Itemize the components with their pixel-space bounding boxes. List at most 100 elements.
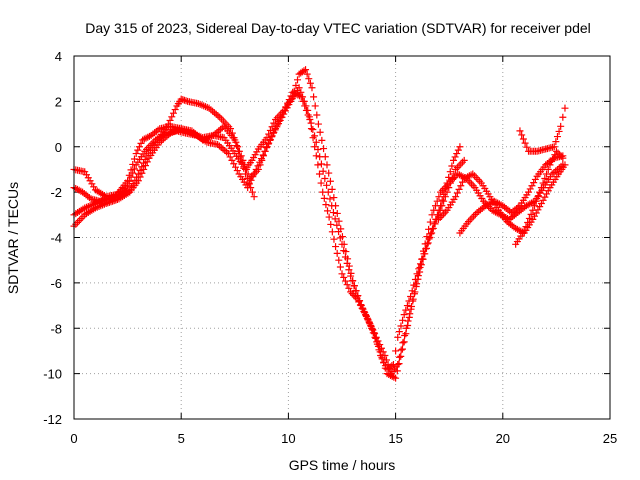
- data-point: [304, 106, 312, 114]
- data-point: [453, 150, 461, 158]
- y-tick-label: 4: [55, 49, 62, 64]
- series-6: [456, 152, 567, 237]
- data-point: [302, 66, 310, 74]
- data-point: [330, 194, 338, 202]
- data-point: [428, 211, 436, 219]
- data-point: [134, 146, 142, 154]
- data-point: [409, 297, 417, 305]
- data-point: [421, 240, 429, 248]
- data-point: [307, 119, 315, 127]
- data-point: [525, 214, 533, 222]
- data-point: [168, 113, 176, 121]
- data-point: [308, 84, 316, 92]
- data-point: [470, 172, 478, 180]
- data-point: [559, 113, 567, 121]
- data-point: [453, 189, 461, 197]
- data-point: [325, 169, 333, 177]
- data-point: [315, 170, 323, 178]
- data-point: [440, 210, 448, 218]
- data-point: [425, 225, 433, 233]
- data-point: [523, 143, 531, 151]
- data-point: [470, 212, 478, 220]
- data-point: [454, 146, 462, 154]
- data-point: [519, 135, 527, 143]
- data-point: [236, 153, 244, 161]
- data-point: [448, 175, 456, 183]
- data-point: [341, 277, 349, 285]
- data-point: [327, 220, 335, 228]
- data-point: [529, 215, 537, 223]
- data-point: [544, 165, 552, 173]
- data-point: [476, 177, 484, 185]
- data-point: [448, 162, 456, 170]
- data-point: [136, 173, 144, 181]
- data-point: [164, 120, 172, 128]
- data-point: [433, 197, 441, 205]
- data-point: [140, 165, 148, 173]
- data-point: [125, 177, 133, 185]
- data-point: [395, 360, 403, 368]
- data-point: [300, 67, 308, 75]
- data-point: [457, 182, 465, 190]
- data-point: [263, 143, 271, 151]
- data-point: [345, 262, 353, 270]
- data-point: [258, 156, 266, 164]
- y-tick-label: -10: [43, 367, 62, 382]
- data-point: [539, 179, 547, 187]
- data-point: [359, 305, 367, 313]
- data-point: [378, 353, 386, 361]
- data-point: [399, 316, 407, 324]
- data-point: [467, 180, 475, 188]
- data-point: [342, 248, 350, 256]
- data-point: [528, 182, 536, 190]
- data-point: [536, 203, 544, 211]
- data-point: [242, 170, 250, 178]
- data-point: [456, 143, 464, 151]
- data-point: [534, 193, 542, 201]
- data-point: [450, 170, 458, 178]
- data-point: [305, 113, 313, 121]
- data-point: [331, 215, 339, 223]
- data-point: [530, 179, 538, 187]
- data-point: [321, 153, 329, 161]
- data-point: [354, 292, 362, 300]
- data-point: [467, 171, 475, 179]
- data-point: [557, 122, 565, 130]
- data-point: [412, 283, 420, 291]
- data-point: [311, 132, 319, 140]
- data-point: [127, 166, 135, 174]
- data-point: [452, 193, 460, 201]
- data-point: [457, 160, 465, 168]
- data-point: [400, 311, 408, 319]
- data-point: [317, 160, 325, 168]
- data-point: [541, 175, 549, 183]
- data-point: [337, 225, 345, 233]
- data-point: [332, 202, 340, 210]
- data-point: [326, 195, 334, 203]
- data-point: [318, 136, 326, 144]
- data-point: [294, 76, 302, 84]
- data-point: [421, 250, 429, 258]
- data-point: [529, 206, 537, 214]
- data-point: [543, 190, 551, 198]
- data-point: [395, 353, 403, 361]
- data-point: [261, 147, 269, 155]
- data-point: [397, 322, 405, 330]
- data-point: [416, 268, 424, 276]
- data-point: [404, 322, 412, 330]
- data-point: [449, 156, 457, 164]
- data-point: [234, 147, 242, 155]
- data-point: [557, 152, 565, 160]
- data-point: [455, 185, 463, 193]
- data-point: [335, 256, 343, 264]
- x-tick-label: 15: [388, 431, 402, 446]
- data-point: [526, 185, 534, 193]
- data-point: [335, 217, 343, 225]
- data-point: [277, 114, 285, 122]
- data-point: [458, 158, 466, 166]
- data-point: [234, 143, 242, 151]
- data-point: [314, 145, 322, 153]
- series-1: [70, 88, 464, 373]
- data-point: [321, 175, 329, 183]
